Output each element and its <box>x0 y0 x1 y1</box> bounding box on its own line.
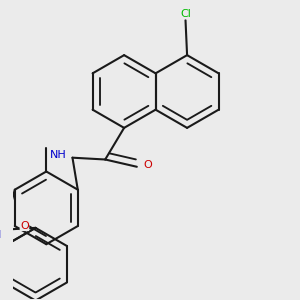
Text: N: N <box>0 230 1 240</box>
Text: Cl: Cl <box>180 9 191 19</box>
Text: O: O <box>20 220 29 231</box>
Text: NH: NH <box>50 150 67 160</box>
Text: O: O <box>144 160 152 170</box>
